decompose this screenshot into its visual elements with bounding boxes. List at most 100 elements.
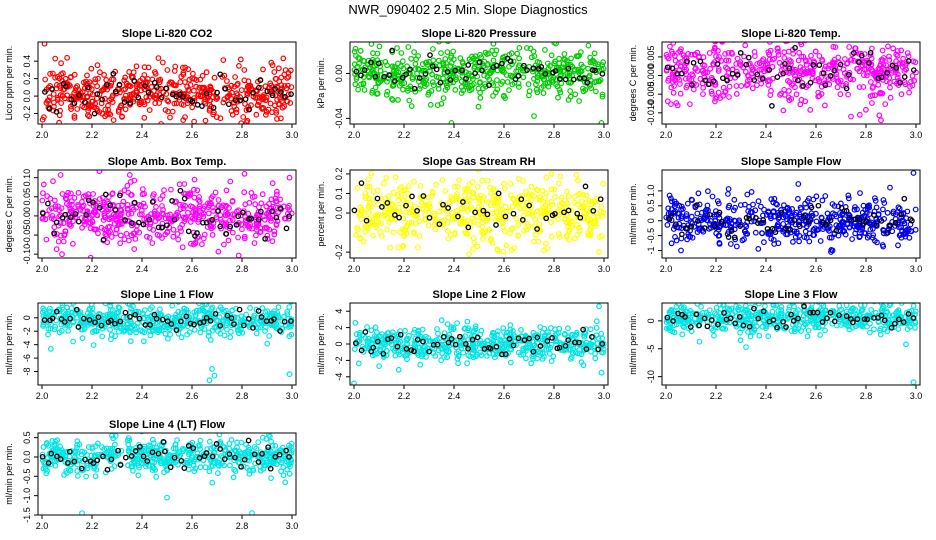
y-tick-label: 0.5 [646,200,656,213]
data-point [826,234,833,241]
data-point [219,306,226,313]
data-point [726,83,733,90]
data-point [284,308,291,315]
data-point [241,189,248,196]
reference-point [905,58,912,64]
data-point [164,67,171,73]
data-point [150,191,157,198]
data-point [196,194,203,200]
data-point [481,63,487,69]
data-point [806,230,813,237]
data-point [781,86,788,93]
data-point [698,225,705,232]
data-point [793,228,800,235]
data-point [498,150,503,155]
x-tick-label: 2.6 [810,130,823,140]
data-point [207,337,214,343]
data-point [545,346,552,352]
data-point [463,187,470,194]
data-point [886,79,893,86]
data-point [395,69,402,76]
x-tick-label: 2.8 [860,130,873,140]
data-point [894,74,901,81]
data-point [668,84,675,91]
data-point [526,88,533,95]
data-point [179,64,186,71]
data-point [798,53,805,60]
reference-point [445,205,451,211]
data-point [900,218,907,225]
data-point [56,119,62,124]
reference-point [286,213,293,220]
data-point [130,98,137,105]
reference-point [850,50,857,56]
reference-point [910,67,917,73]
data-point [540,90,547,96]
data-point [84,93,91,100]
data-point [891,78,898,85]
data-point [860,42,864,43]
y-tick-label: -0.2 [334,244,344,260]
data-point [752,207,759,214]
reference-point [429,63,436,70]
x-tick-label: 2.0 [36,130,49,140]
data-point [512,199,519,206]
data-point [537,349,544,356]
data-point [837,91,844,98]
data-point [895,219,902,226]
data-point [665,205,672,212]
data-point [771,195,778,202]
data-point [238,120,245,124]
data-point [130,206,137,213]
reference-point [386,72,393,78]
data-point [200,213,207,220]
reference-point [831,67,838,74]
data-point [183,93,190,100]
data-point [187,82,194,88]
reference-point [73,306,80,313]
data-point [233,90,240,97]
data-point [908,78,914,85]
reference-point [372,73,379,80]
data-point [138,87,145,94]
data-point [548,358,555,365]
data-point [90,211,96,218]
data-point [879,47,886,54]
data-point [395,197,402,204]
data-point [489,47,496,54]
data-point [745,61,752,68]
data-point [212,189,219,196]
reference-point [866,60,872,66]
data-point [405,85,412,92]
data-point [233,106,240,113]
reference-point [403,71,409,78]
data-point [552,193,558,200]
outlier-point [596,249,602,256]
data-point [592,350,598,357]
reference-point [203,90,210,97]
data-point [885,43,891,50]
data-point [812,48,819,55]
reference-point [734,72,741,78]
reference-point [151,79,158,86]
data-point [170,233,177,240]
data-point [223,78,230,84]
data-point [451,183,458,190]
data-point [556,233,563,240]
outlier-point [241,170,248,177]
data-point [901,68,908,74]
data-point [707,65,714,72]
data-point [149,240,156,247]
data-point [810,196,817,203]
data-point [581,333,588,340]
reference-point [42,89,48,95]
data-point [275,209,281,216]
data-point [531,238,537,245]
data-point [279,318,286,325]
data-point [359,332,366,339]
reference-point [580,326,586,333]
data-point [59,303,66,309]
reference-point [273,214,280,221]
reference-point [384,200,391,206]
